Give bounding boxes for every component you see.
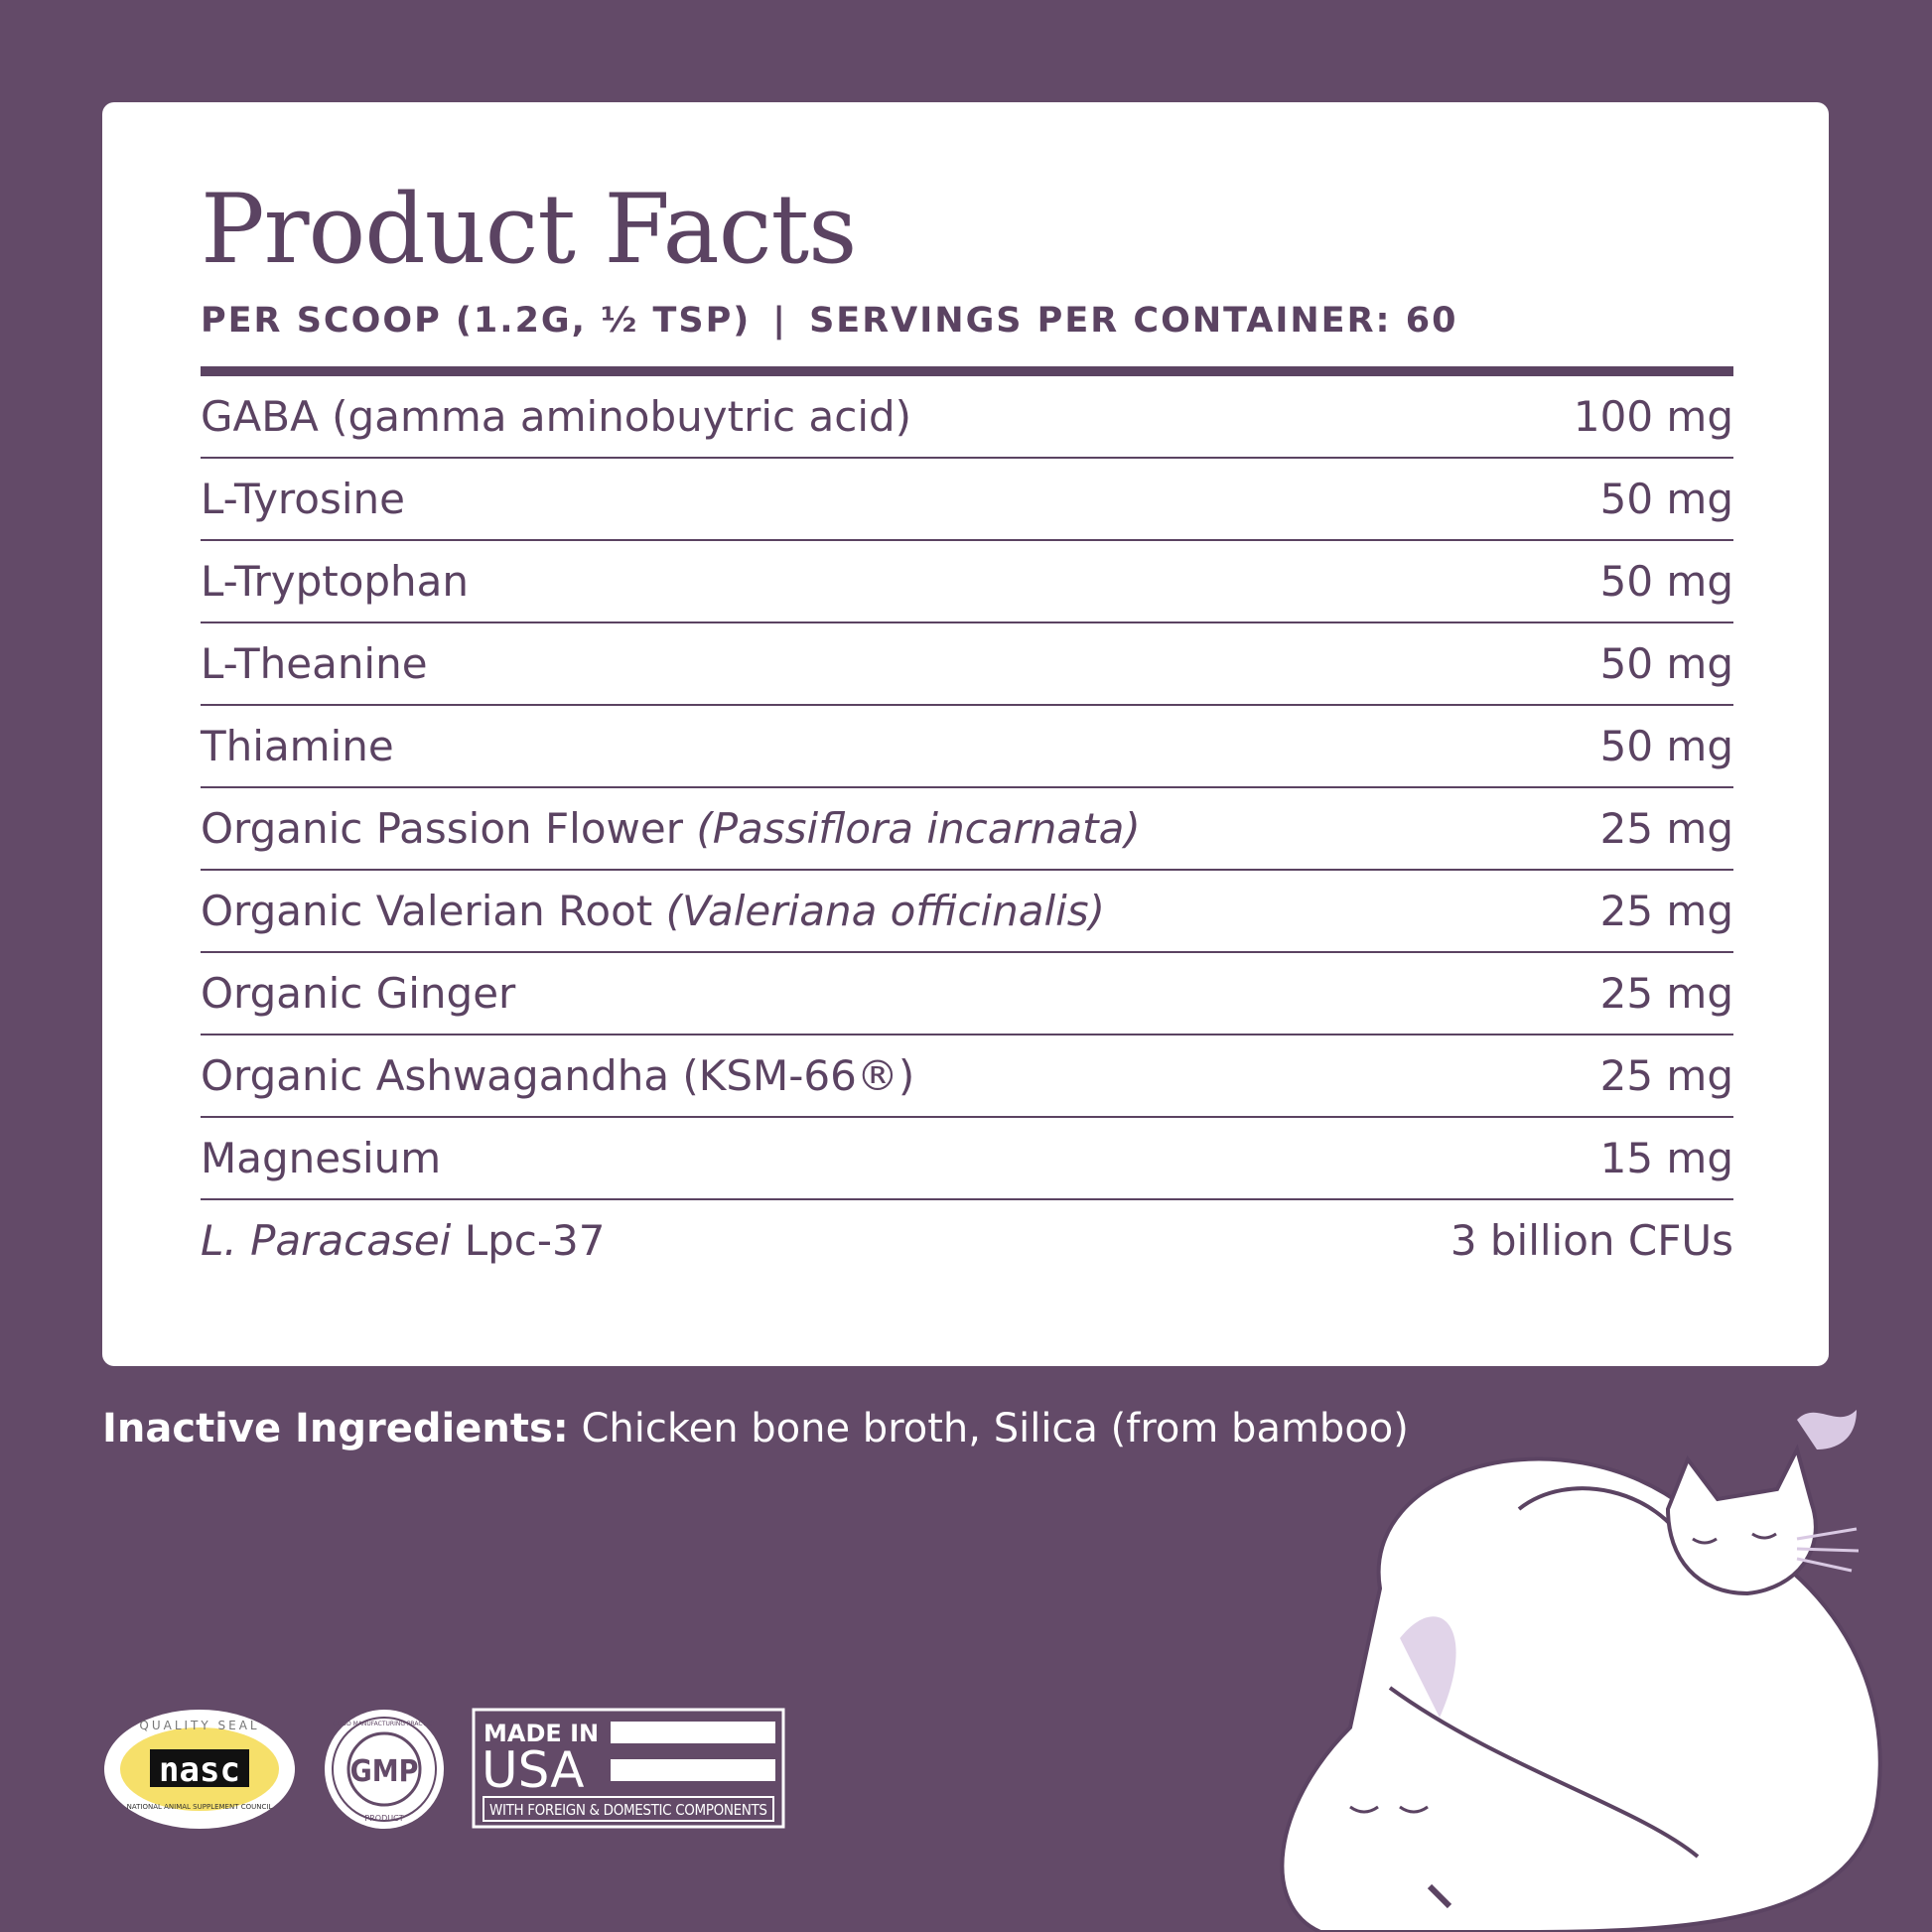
sleeping-cat-dog-illustration bbox=[1280, 1410, 1882, 1932]
table-row: Organic Passion Flower (Passiflora incar… bbox=[201, 788, 1733, 871]
ingredient-name: L-Tryptophan bbox=[201, 557, 469, 606]
nasc-seal-icon: QUALITY SEAL nasc NATIONAL ANIMAL SUPPLE… bbox=[104, 1710, 295, 1829]
table-row: L-Tyrosine 50 mg bbox=[201, 459, 1733, 541]
certification-badges: QUALITY SEAL nasc NATIONAL ANIMAL SUPPLE… bbox=[104, 1708, 785, 1829]
ingredient-name-text: L-Theanine bbox=[201, 639, 428, 688]
ingredient-name: L-Tyrosine bbox=[201, 475, 405, 523]
table-row: Magnesium 15 mg bbox=[201, 1118, 1733, 1200]
ingredient-name-text: Magnesium bbox=[201, 1134, 442, 1182]
ingredient-amount: 25 mg bbox=[1599, 887, 1733, 935]
ingredient-latin: (Valeriana officinalis) bbox=[665, 887, 1106, 935]
ingredient-name: GABA (gamma aminobuytric acid) bbox=[201, 392, 911, 441]
svg-text:GOOD MANUFACTURING PRACTICE: GOOD MANUFACTURING PRACTICE bbox=[333, 1721, 436, 1727]
ingredient-amount: 50 mg bbox=[1599, 722, 1733, 770]
ingredient-name: L. Paracasei Lpc-37 bbox=[201, 1216, 606, 1265]
ingredient-name-text: Organic Valerian Root bbox=[201, 887, 666, 935]
table-row: L-Theanine 50 mg bbox=[201, 623, 1733, 706]
ingredient-name: Organic Ashwagandha (KSM-66®) bbox=[201, 1051, 914, 1100]
ingredient-amount: 3 billion CFUs bbox=[1449, 1216, 1733, 1265]
ingredient-latin: L. Paracasei bbox=[201, 1216, 452, 1265]
separator: | bbox=[772, 301, 788, 341]
ingredient-name-text: Organic Ashwagandha (KSM-66®) bbox=[201, 1051, 915, 1100]
ingredient-amount: 50 mg bbox=[1599, 639, 1733, 688]
svg-text:USA: USA bbox=[482, 1741, 584, 1799]
ingredient-table: GABA (gamma aminobuytric acid) 100 mg L-Ty… bbox=[201, 376, 1733, 1281]
ingredient-amount: 25 mg bbox=[1599, 969, 1733, 1018]
ingredient-name-text: Organic Ginger bbox=[201, 969, 516, 1018]
ingredient-name-text: L-Tryptophan bbox=[201, 557, 470, 606]
ingredient-name-text: Lpc-37 bbox=[451, 1216, 606, 1265]
serving-info: PER SCOOP (1.2G, ½ TSP) | SERVINGS PER CON… bbox=[201, 301, 1457, 341]
svg-text:PRODUCT: PRODUCT bbox=[364, 1814, 403, 1823]
ingredient-name-text: L-Tyrosine bbox=[201, 475, 405, 523]
servings-per-container: SERVINGS PER CONTAINER: 60 bbox=[809, 301, 1458, 341]
svg-text:nasc: nasc bbox=[159, 1750, 240, 1790]
ingredient-amount: 50 mg bbox=[1599, 475, 1733, 523]
ingredient-name-text: GABA (gamma aminobuytric acid) bbox=[201, 392, 912, 441]
inactive-label: Inactive Ingredients: bbox=[102, 1406, 569, 1451]
product-facts-card: Product Facts PER SCOOP (1.2G, ½ TSP) | SE… bbox=[102, 102, 1829, 1366]
gmp-seal-icon: GMP PRODUCT GOOD MANUFACTURING PRACTICE bbox=[325, 1710, 444, 1829]
ingredient-name: Organic Valerian Root (Valeriana officin… bbox=[201, 887, 1105, 935]
table-row: Organic Valerian Root (Valeriana officin… bbox=[201, 871, 1733, 953]
ingredient-amount: 25 mg bbox=[1599, 804, 1733, 853]
made-in-usa-badge: MADE IN USA WITH FOREIGN & DOMESTIC COMP… bbox=[472, 1708, 785, 1829]
ingredient-amount: 25 mg bbox=[1599, 1051, 1733, 1100]
inactive-text: Chicken bone broth, Silica (from bamboo) bbox=[568, 1406, 1409, 1451]
ingredient-name-text: Organic Passion Flower bbox=[201, 804, 697, 853]
ingredient-latin: (Passiflora incarnata) bbox=[696, 804, 1141, 853]
inactive-ingredients: Inactive Ingredients: Chicken bone broth… bbox=[102, 1406, 1409, 1451]
ingredient-amount: 100 mg bbox=[1573, 392, 1733, 441]
ingredient-name-text: Thiamine bbox=[201, 722, 394, 770]
ingredient-amount: 50 mg bbox=[1599, 557, 1733, 606]
header-rule bbox=[201, 366, 1733, 376]
ingredient-name: Organic Ginger bbox=[201, 969, 515, 1018]
table-row: Organic Ginger 25 mg bbox=[201, 953, 1733, 1035]
table-row: L-Tryptophan 50 mg bbox=[201, 541, 1733, 623]
svg-text:WITH FOREIGN & DOMESTIC COMPON: WITH FOREIGN & DOMESTIC COMPONENTS bbox=[489, 1801, 767, 1819]
table-row: L. Paracasei Lpc-37 3 billion CFUs bbox=[201, 1200, 1733, 1281]
table-row: GABA (gamma aminobuytric acid) 100 mg bbox=[201, 376, 1733, 459]
table-row: Thiamine 50 mg bbox=[201, 706, 1733, 788]
ingredient-name: Thiamine bbox=[201, 722, 394, 770]
ingredient-amount: 15 mg bbox=[1599, 1134, 1733, 1182]
page-title: Product Facts bbox=[201, 174, 857, 285]
svg-text:NATIONAL ANIMAL SUPPLEMENT COU: NATIONAL ANIMAL SUPPLEMENT COUNCIL bbox=[127, 1803, 273, 1811]
ingredient-name: L-Theanine bbox=[201, 639, 428, 688]
ingredient-name: Magnesium bbox=[201, 1134, 441, 1182]
cat-head-icon bbox=[1665, 1410, 1860, 1596]
ingredient-name: Organic Passion Flower (Passiflora incar… bbox=[201, 804, 1141, 853]
svg-text:GMP: GMP bbox=[350, 1754, 419, 1789]
svg-text:MADE IN: MADE IN bbox=[483, 1720, 599, 1747]
svg-text:QUALITY SEAL: QUALITY SEAL bbox=[139, 1719, 259, 1732]
per-scoop: PER SCOOP (1.2G, ½ TSP) bbox=[201, 301, 752, 341]
table-row: Organic Ashwagandha (KSM-66®) 25 mg bbox=[201, 1035, 1733, 1118]
